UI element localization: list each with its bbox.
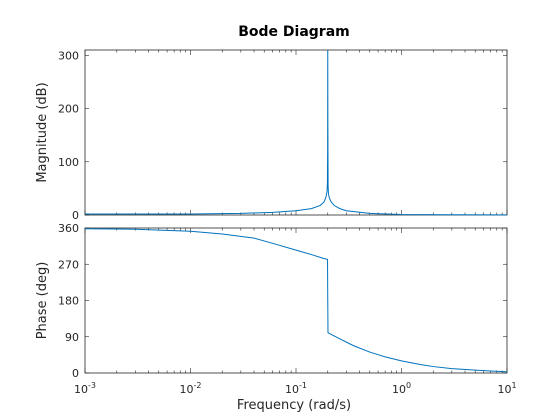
phase-plot-area [84,227,508,374]
phase-y-axis-label: Phase (deg) [35,262,50,340]
x-tick-label: 100 [392,381,411,396]
x-tick-labels: 10-3 10-2 10-1 100 101 [74,381,517,396]
phase-y-tick-label: 270 [58,258,79,271]
magnitude-y-tick-label: 200 [58,103,79,116]
magnitude-y-tick-label: 300 [58,49,79,62]
magnitude-series-line [85,49,508,216]
x-tick-label: 101 [497,381,516,396]
x-tick-label: 10-1 [285,381,307,396]
phase-y-ticks: 0 90 180 270 360 [58,222,507,380]
chart-title: Bode Diagram [238,24,350,40]
phase-y-tick-label: 360 [58,222,79,235]
magnitude-y-tick-label: 100 [58,156,79,169]
magnitude-panel: Magnitude (dB) 0 100 200 300 [35,49,508,222]
phase-y-tick-label: 0 [72,367,79,380]
phase-series-line [84,228,508,373]
phase-y-tick-label: 90 [65,331,79,344]
x-tick-label: 10-2 [180,381,202,396]
phase-panel: Phase (deg) 0 90 180 270 360 [35,222,508,380]
phase-y-tick-label: 180 [58,295,79,308]
magnitude-y-axis-label: Magnitude (dB) [35,82,50,182]
x-axis-label: Frequency (rad/s) [237,398,351,413]
magnitude-y-tick-label: 0 [72,209,79,222]
x-tick-label: 10-3 [74,381,96,396]
magnitude-plot-area [84,49,508,216]
magnitude-y-ticks: 0 100 200 300 [58,49,507,222]
